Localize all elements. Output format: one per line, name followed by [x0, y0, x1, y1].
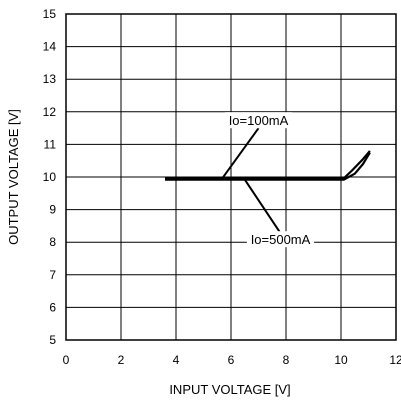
- x-axis-label: INPUT VOLTAGE [V]: [169, 382, 290, 397]
- y-tick-label: 9: [49, 203, 56, 217]
- annotation-label: Io=500mA: [251, 232, 311, 247]
- y-tick-label: 8: [49, 235, 56, 249]
- annotations: Io=100mA Io=500mA: [221, 112, 315, 248]
- grid-lines: [66, 14, 396, 340]
- y-tick-labels: 5 6 7 8 9 10 11 12 13 14 15: [43, 7, 57, 347]
- y-tick-label: 12: [43, 105, 57, 119]
- y-tick-label: 13: [43, 72, 57, 86]
- y-tick-label: 5: [49, 333, 56, 347]
- y-tick-label: 10: [43, 170, 57, 184]
- x-tick-label: 8: [283, 353, 290, 367]
- x-tick-label: 10: [334, 353, 348, 367]
- plot-frame: [65, 13, 397, 341]
- x-tick-label: 12: [389, 353, 401, 367]
- annotation-label-background: [246, 231, 315, 248]
- annotation-leader-line: [221, 127, 260, 179]
- annotation-label-background: [224, 112, 293, 129]
- y-tick-label: 7: [49, 268, 56, 282]
- y-tick-label: 11: [44, 137, 57, 151]
- x-tick-label: 2: [118, 353, 125, 367]
- x-tick-label: 0: [63, 353, 70, 367]
- data-series: [165, 150, 371, 181]
- series-line-1: [165, 152, 371, 181]
- y-axis-label: OUTPUT VOLTAGE [V]: [6, 109, 21, 245]
- x-tick-labels: 0 2 4 6 8 10 12: [63, 353, 401, 367]
- y-tick-label: 14: [43, 40, 57, 54]
- x-tick-label: 6: [228, 353, 235, 367]
- x-tick-label: 4: [173, 353, 180, 367]
- y-tick-label: 6: [49, 300, 56, 314]
- y-tick-label: 15: [43, 7, 57, 21]
- series-line-0: [165, 150, 371, 180]
- annotation-label: Io=100mA: [229, 113, 289, 128]
- annotation-leader-line: [243, 179, 282, 234]
